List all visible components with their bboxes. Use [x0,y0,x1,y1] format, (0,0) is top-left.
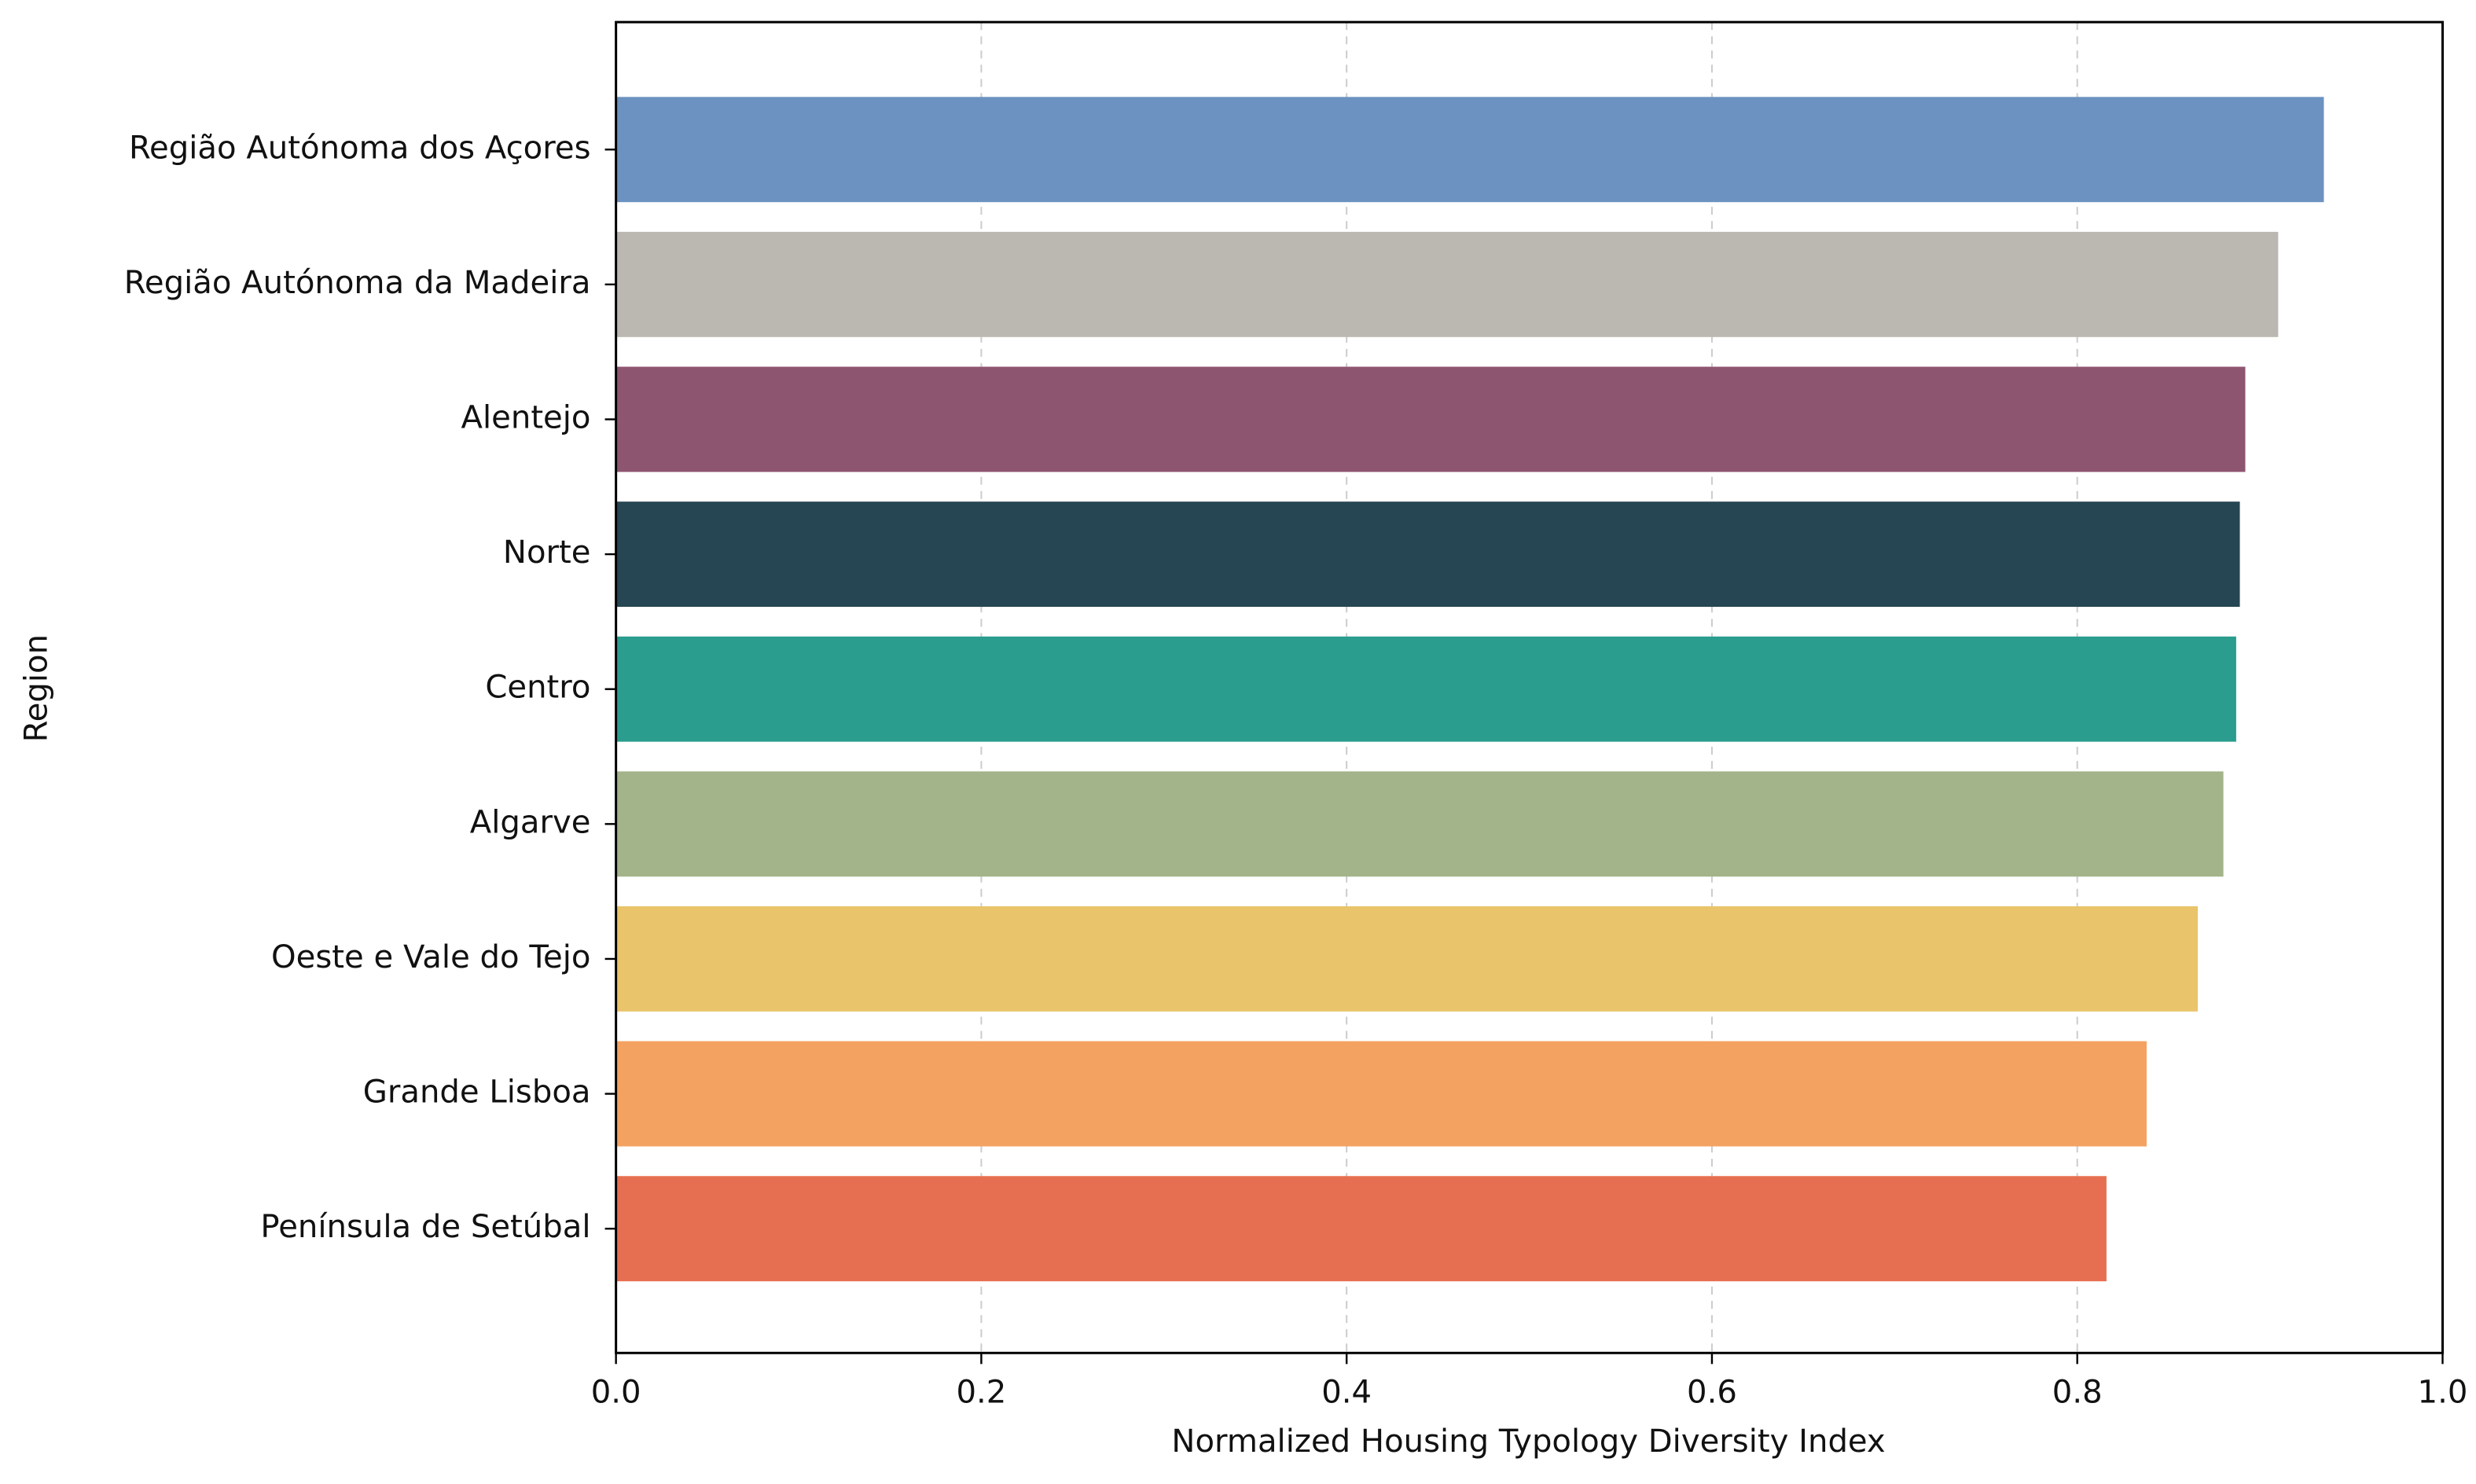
y-tick-label: Oeste e Vale do Tejo [271,939,590,975]
x-tick-label: 0.0 [591,1375,641,1411]
y-tick-label: Região Autónoma da Madeira [124,265,591,301]
bar [615,1041,2147,1147]
bar [615,771,2224,877]
y-tick-label: Península de Setúbal [260,1209,590,1245]
y-tick-label: Algarve [470,804,591,840]
bar [615,97,2324,203]
bar [615,501,2240,608]
bar [615,366,2246,472]
y-tick-label: Norte [503,534,591,571]
x-tick-label: 0.4 [1321,1375,1372,1411]
bar [615,1176,2107,1282]
y-tick-label: Região Autónoma dos Açores [129,130,591,166]
x-tick-label: 0.2 [956,1375,1006,1411]
x-tick-label: 1.0 [2418,1375,2468,1411]
y-axis-label: Region [19,634,55,742]
bar [615,636,2236,742]
bar [615,906,2199,1012]
y-tick-label: Centro [485,670,590,706]
y-tick-label: Grande Lisboa [363,1074,591,1111]
y-tick-label: Alentejo [461,399,591,435]
plot-frame [615,20,2444,1354]
x-axis-label: Normalized Housing Typology Diversity In… [1171,1423,1885,1460]
bar [615,231,2279,337]
x-tick-label: 0.6 [1687,1375,1737,1411]
x-tick-label: 0.8 [2052,1375,2103,1411]
